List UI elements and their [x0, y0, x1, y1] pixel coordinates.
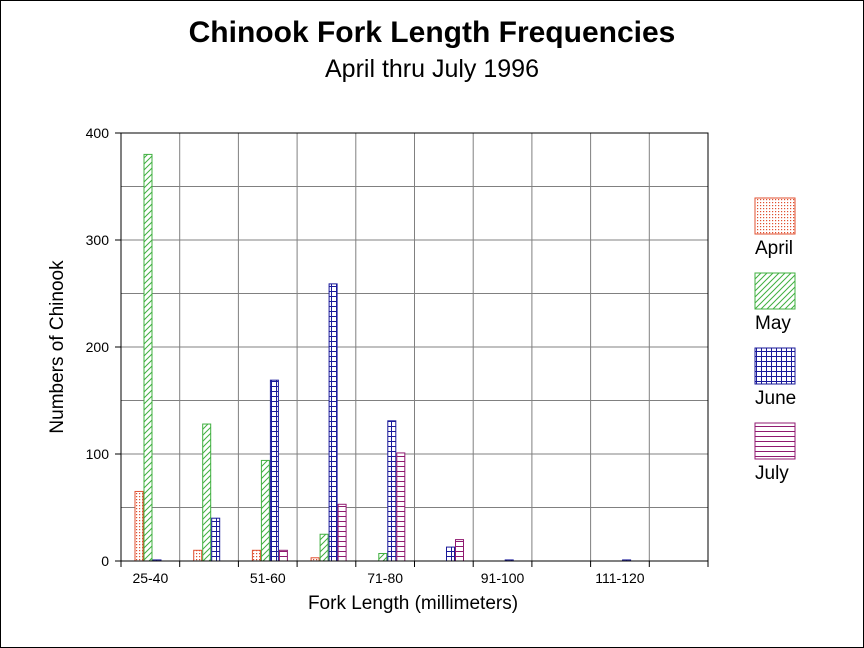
bar-july-51-60: [278, 549, 288, 562]
bar-may-61-70: [319, 533, 329, 562]
axes: [115, 132, 709, 567]
bar-may-25-40: [143, 153, 153, 562]
bar-may-51-60: [260, 459, 270, 562]
legend: April May June July: [754, 197, 796, 484]
legend-label-july: July: [755, 463, 789, 484]
y-axis-label: Numbers of Chinook: [47, 260, 68, 434]
legend-swatch-may: [754, 272, 796, 310]
x-axis-label: Fork Length (millimeters): [308, 593, 518, 614]
bar-june-71-80: [387, 420, 397, 562]
legend-label-may: May: [755, 313, 791, 334]
bar-april-41-50: [193, 549, 203, 562]
bar-may-41-50: [202, 423, 212, 562]
bar-june-41-50: [211, 517, 221, 562]
chart-subtitle: April thru July 1996: [325, 55, 539, 83]
legend-label-april: April: [755, 238, 793, 259]
bars: [134, 153, 632, 562]
x-tick-label: 25-40: [132, 570, 168, 586]
x-tick-label: 51-60: [250, 570, 286, 586]
y-tick-labels: 0 100 200 300 400: [86, 125, 110, 569]
bar-july-71-80: [396, 452, 406, 562]
bar-june-81-90: [446, 546, 455, 562]
y-tick-label: 200: [86, 339, 110, 355]
x-tick-label: 71-80: [367, 570, 403, 586]
legend-swatch-april: [754, 197, 796, 235]
legend-swatch-june: [754, 347, 796, 385]
y-tick-label: 300: [86, 232, 110, 248]
y-tick-label: 400: [86, 125, 110, 141]
bar-june-51-60: [269, 379, 279, 562]
bar-may-71-80: [378, 553, 388, 562]
x-tick-labels: 25-40 51-60 71-80 91-100 111-120: [132, 570, 644, 586]
y-tick-label: 0: [101, 553, 109, 569]
legend-label-june: June: [755, 388, 796, 409]
bar-april-51-60: [251, 549, 261, 562]
bar-june-61-70: [328, 283, 338, 562]
bar-july-61-70: [337, 503, 347, 562]
chart-title: Chinook Fork Length Frequencies: [189, 16, 676, 49]
gridlines: [121, 133, 708, 561]
x-tick-label: 91-100: [481, 570, 525, 586]
x-tick-label: 111-120: [595, 570, 645, 586]
bar-july-81-90: [455, 539, 464, 562]
bar-april-25-40: [134, 490, 144, 562]
legend-swatch-july: [754, 422, 796, 460]
y-tick-label: 100: [86, 446, 110, 462]
